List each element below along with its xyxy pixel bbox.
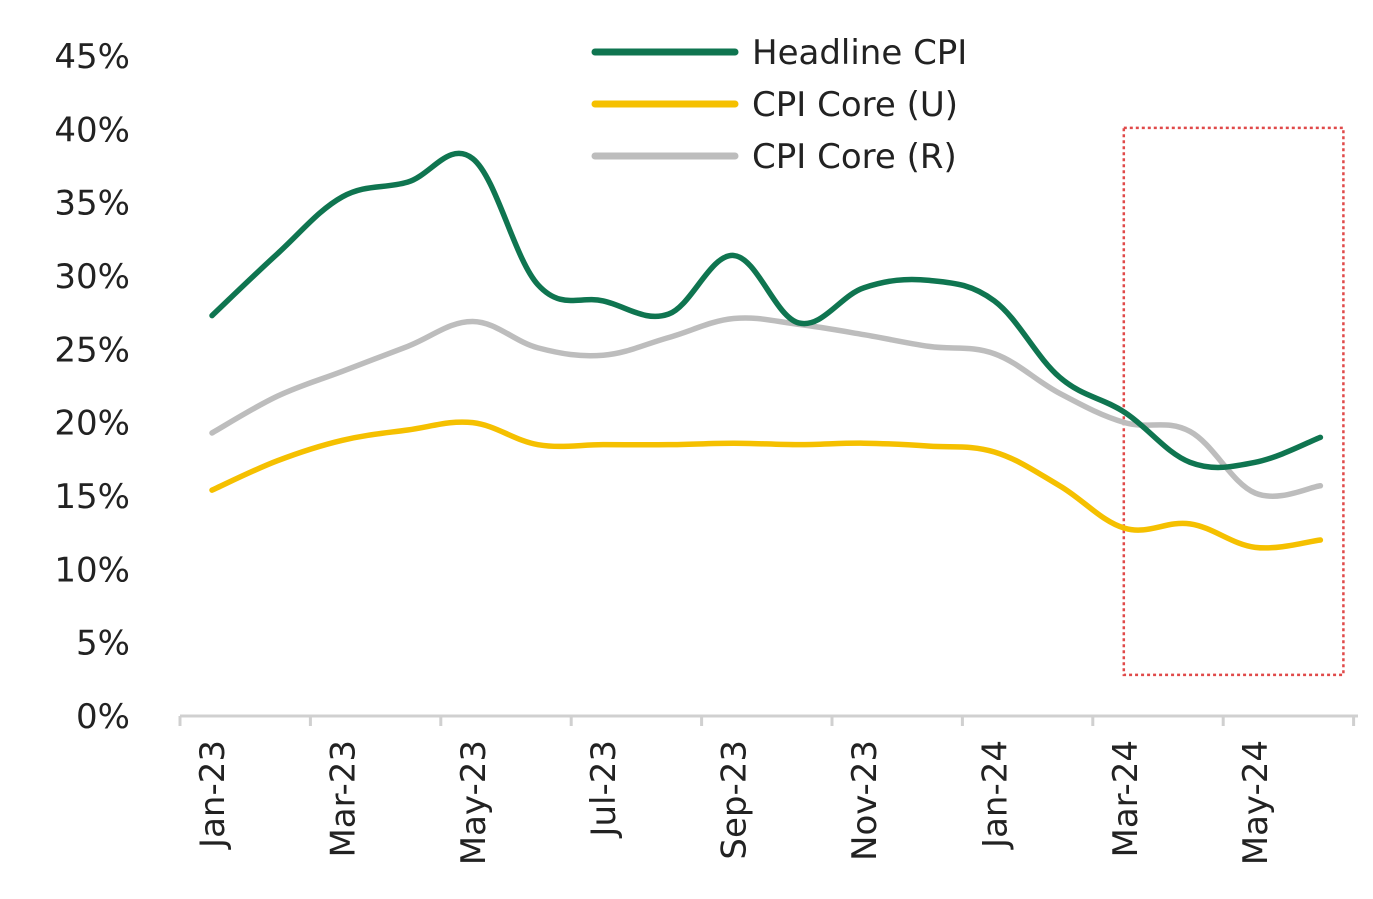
x-tick-label: Jan-24 [975,740,1015,850]
x-tick-label: May-24 [1236,740,1276,865]
x-tick-label: Mar-24 [1106,740,1146,858]
legend-label-cpi-core-r: CPI Core (R) [752,137,957,177]
series-lines [209,150,1324,551]
y-tick-label: 35% [54,184,130,224]
legend-label-headline-cpi: Headline CPI [752,33,967,73]
y-tick-label: 15% [54,477,130,517]
x-tick-label: Jul-23 [584,740,624,839]
series-line-cpi-core-r [209,315,1324,499]
x-axis [178,714,1358,726]
highlight-box [1122,126,1345,677]
x-tick-label: May-23 [454,740,494,865]
y-axis-tick-labels: 0% 5% 10% 15% 20% 25% 30% 35% 40% 45% [54,37,130,737]
x-tick-label: Sep-23 [715,740,755,860]
y-tick-label: 10% [54,550,130,590]
y-tick-label: 0% [76,697,130,737]
x-axis-tick-labels: Jan-23 Mar-23 May-23 Jul-23 Sep-23 Nov-23 Jan-… [193,740,1276,865]
highlight-rect [1122,126,1345,677]
y-tick-label: 40% [54,110,130,150]
y-tick-label: 30% [54,257,130,297]
y-tick-label: 5% [76,624,130,664]
y-tick-label: 45% [54,37,130,77]
y-tick-label: 20% [54,404,130,444]
legend: Headline CPI CPI Core (U) CPI Core (R) [591,33,967,177]
y-tick-label: 25% [54,330,130,370]
series-line-cpi-core-u [209,419,1324,551]
series-line-headline-cpi [209,150,1324,471]
x-tick-label: Mar-23 [323,740,363,858]
legend-label-cpi-core-u: CPI Core (U) [752,85,958,125]
x-tick-label: Nov-23 [845,740,885,861]
x-tick-label: Jan-23 [193,740,233,850]
